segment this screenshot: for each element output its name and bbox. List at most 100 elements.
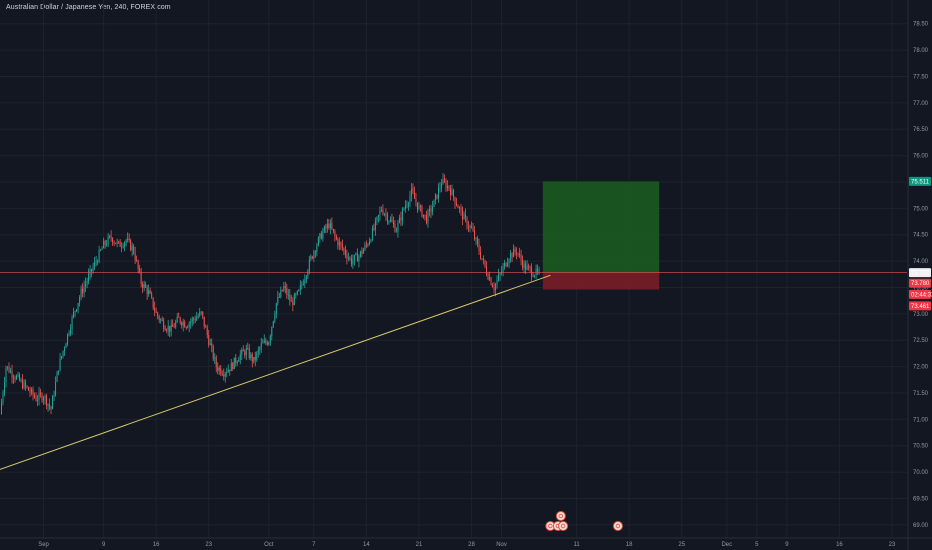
candle-body [20,379,22,381]
y-tick-label: 70.00 [913,470,929,476]
candle-body [149,290,151,294]
candle-body [468,226,470,228]
candle-body [424,214,426,216]
price-tag-label: 02:44:32 [911,292,932,298]
position-zones [542,181,660,290]
candle-body [401,209,403,221]
candle-body [301,284,303,286]
price-tag [909,301,931,311]
candle-body [446,185,448,189]
candle-body [127,238,129,241]
candle-body [528,265,530,267]
candle-body [122,246,124,248]
candle-body [474,231,476,239]
candle-body [107,236,109,245]
candle-body [134,252,136,261]
candle-body [13,377,15,379]
x-tick-label: 11 [574,542,581,548]
candle-body [97,261,99,263]
candle-body [44,395,46,399]
x-tick-label: Sep [38,542,49,548]
candle-body [538,270,540,272]
chart-title: Australian Dollar / Japanese Yen, 240, F… [6,4,171,11]
candle-body [50,406,52,410]
price-tag-label: 75.511 [911,179,930,185]
candle-body [313,251,315,259]
candle-body [513,248,515,258]
candle-body [472,227,474,232]
y-tick-label: 71.50 [913,391,929,397]
candle-body [16,376,18,380]
candle-body [103,240,105,249]
candle-body [346,254,348,259]
candle-body [130,239,132,251]
candle-body [256,352,258,360]
candle-body [145,284,147,288]
candle-body [217,367,219,371]
candle-body [32,389,34,396]
candle-body [344,249,346,255]
candle-body [407,203,409,206]
candle-body [62,350,64,357]
candle-body [152,297,154,308]
economic-event-icon [558,521,569,531]
candle-body [292,301,294,306]
candle-body [19,374,21,381]
candle-body [182,321,184,326]
loss-zone [542,272,660,290]
candle-body [227,369,229,373]
candle-body [325,226,327,229]
x-tick-label: Nov [496,542,507,548]
candle-body [340,242,342,245]
candle-body [480,251,482,259]
candle-body [29,390,31,393]
candle-body [395,231,397,233]
candle-body [248,348,250,359]
candle-body [382,209,384,215]
candle-body [226,372,228,374]
candle-body [118,241,120,243]
candle-body [314,251,316,253]
candle-body [247,348,249,350]
candle-body [41,394,43,401]
candle-body [260,343,262,349]
candle-body [523,263,525,268]
candle-body [329,223,331,228]
candle-body [471,226,473,228]
candle-body [91,269,93,272]
candle-body [403,208,405,210]
candle-body [230,363,232,372]
candle-body [239,354,241,360]
candle-body [139,268,141,272]
candle-body [76,309,78,311]
candle-body [465,214,467,218]
candle-body [522,260,524,268]
candle-body [400,217,402,221]
candle-body [379,210,381,216]
candle-body [2,392,4,403]
x-tick-label: 16 [836,542,843,548]
candle-body [98,250,100,263]
candle-body [289,294,291,302]
candle-body [100,249,102,251]
candle-body [197,315,199,318]
candle-body [422,214,424,217]
candle-body [166,330,168,331]
candle-body [73,311,75,317]
candle-body [154,307,156,312]
price-tags: 75.511 73.782 73.780 02:44:32 73.461 [909,176,932,311]
candle-body [161,319,163,321]
candle-body [286,287,288,296]
candle-body [290,301,292,302]
candle-body [34,395,36,398]
candle-body [520,254,522,261]
y-tick-label: 77.00 [913,101,929,107]
candle-body [394,224,396,232]
candle-body [428,208,430,212]
candle-body [65,343,67,349]
candle-body [254,357,256,360]
candle-body [307,271,309,277]
y-tick-label: 69.00 [913,523,929,529]
y-tick-label: 70.50 [913,444,929,450]
